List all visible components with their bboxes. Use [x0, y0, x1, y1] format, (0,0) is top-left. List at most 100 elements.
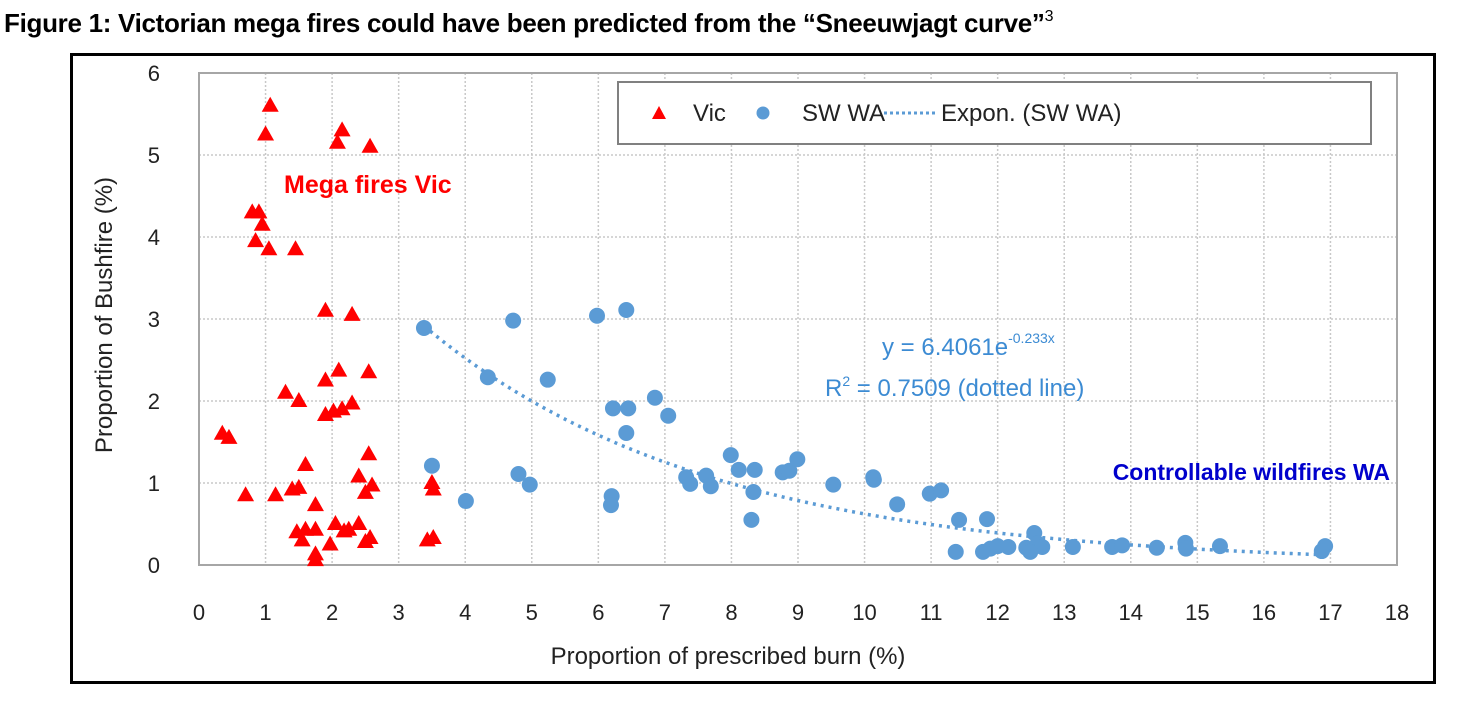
x-tick-label: 4: [459, 600, 471, 625]
chart-frame: [70, 53, 1436, 684]
data-point-sw-wa: [746, 461, 763, 478]
data-point-vic: [247, 232, 265, 248]
data-point-sw-wa: [730, 461, 747, 478]
data-point-vic: [333, 121, 351, 137]
data-point-vic: [277, 383, 295, 399]
data-point-vic: [316, 405, 334, 421]
data-point-vic: [360, 445, 378, 461]
data-point-vic: [267, 486, 285, 502]
data-point-sw-wa: [618, 301, 635, 318]
data-point-sw-wa: [682, 475, 699, 492]
data-point-sw-wa: [947, 543, 964, 560]
x-tick-label: 5: [526, 600, 538, 625]
data-point-sw-wa: [589, 307, 606, 324]
y-tick-label: 6: [148, 61, 160, 86]
data-point-sw-wa: [660, 407, 677, 424]
data-point-sw-wa: [702, 478, 719, 495]
data-point-sw-wa: [825, 476, 842, 493]
data-point-vic: [296, 455, 314, 471]
x-tick-label: 3: [393, 600, 405, 625]
legend-marker-sw-wa: [756, 106, 770, 120]
data-point-vic: [423, 474, 441, 489]
data-point-vic: [260, 240, 278, 256]
data-point-vic: [287, 240, 305, 256]
data-point-vic: [237, 486, 255, 502]
data-point-sw-wa: [1034, 538, 1051, 555]
data-point-vic: [328, 133, 346, 149]
y-tick-label: 1: [148, 471, 160, 496]
data-point-vic: [250, 203, 268, 219]
data-point-vic: [290, 478, 308, 494]
data-point-sw-wa: [479, 369, 496, 386]
x-tick-label: 1: [259, 600, 271, 625]
data-point-vic: [306, 551, 324, 567]
data-point-vic: [257, 125, 275, 141]
y-tick-label: 3: [148, 307, 160, 332]
x-tick-label: 9: [792, 600, 804, 625]
r-squared-r: R: [825, 375, 842, 402]
data-point-sw-wa: [933, 482, 950, 499]
x-tick-label: 11: [920, 600, 943, 625]
data-point-sw-wa: [745, 484, 762, 501]
data-point-vic: [316, 301, 334, 317]
data-point-vic: [330, 361, 348, 377]
data-point-vic: [361, 137, 379, 153]
x-tick-label: 8: [725, 600, 737, 625]
x-tick-label: 10: [852, 600, 876, 625]
data-point-vic: [343, 305, 361, 321]
x-tick-label: 18: [1385, 600, 1409, 625]
trend-equation-exponent: -0.233x: [1008, 330, 1055, 346]
data-point-sw-wa: [457, 493, 474, 510]
data-point-sw-wa: [521, 476, 538, 493]
y-axis-ticks: 0 1 2 3 4 5 6: [148, 61, 160, 578]
r-squared-sup: 2: [842, 373, 850, 389]
y-tick-label: 2: [148, 389, 160, 414]
data-point-vic: [424, 528, 442, 544]
data-point-vic: [360, 363, 378, 379]
data-point-sw-wa: [1313, 543, 1330, 560]
legend-label-vic: Vic: [693, 100, 726, 127]
data-point-sw-wa: [889, 496, 906, 513]
x-tick-label: 16: [1252, 600, 1276, 625]
data-point-sw-wa: [781, 462, 798, 479]
data-point-sw-wa: [789, 451, 806, 468]
legend-box: [617, 81, 1372, 145]
legend-label-sw-wa: SW WA: [802, 100, 885, 127]
data-point-vic: [290, 392, 308, 407]
data-point-sw-wa: [1000, 538, 1017, 555]
series-vic: [213, 96, 442, 567]
x-tick-label: 17: [1318, 600, 1342, 625]
trendline-exponential: [422, 324, 1326, 557]
data-point-sw-wa: [865, 471, 882, 488]
trend-equation: y = 6.4061e-0.233x: [882, 330, 1055, 361]
data-point-vic: [306, 496, 324, 512]
trend-equation-base: y = 6.4061e: [882, 334, 1008, 361]
data-point-vic: [350, 467, 368, 483]
data-point-vic: [363, 476, 381, 492]
x-tick-label: 13: [1052, 600, 1076, 625]
x-axis-label: Proportion of prescribed burn (%): [551, 643, 906, 670]
data-point-vic: [424, 480, 442, 496]
data-point-sw-wa: [979, 511, 996, 528]
data-point-vic: [321, 535, 339, 551]
x-tick-label: 7: [659, 600, 671, 625]
data-point-vic: [350, 515, 368, 530]
x-tick-label: 15: [1185, 600, 1209, 625]
figure-title-footnote: 3: [1044, 8, 1054, 25]
trend-r-squared: R2 = 0.7509 (dotted line): [825, 373, 1084, 402]
data-point-sw-wa: [602, 497, 619, 514]
data-point-sw-wa: [1114, 537, 1131, 554]
y-tick-label: 4: [148, 225, 160, 250]
data-point-sw-wa: [423, 457, 440, 474]
data-point-vic: [316, 371, 334, 387]
figure-title: Figure 1: Victorian mega fires could hav…: [4, 8, 1054, 39]
data-point-sw-wa: [1211, 538, 1228, 555]
data-point-sw-wa: [1064, 538, 1081, 555]
data-point-sw-wa: [1148, 539, 1165, 556]
x-tick-label: 6: [592, 600, 604, 625]
plot-area: [198, 72, 1398, 566]
series-sw-wa: [415, 301, 1334, 560]
data-point-sw-wa: [743, 511, 760, 528]
annotation-controllable-wildfires: Controllable wildfires WA: [1113, 459, 1390, 485]
